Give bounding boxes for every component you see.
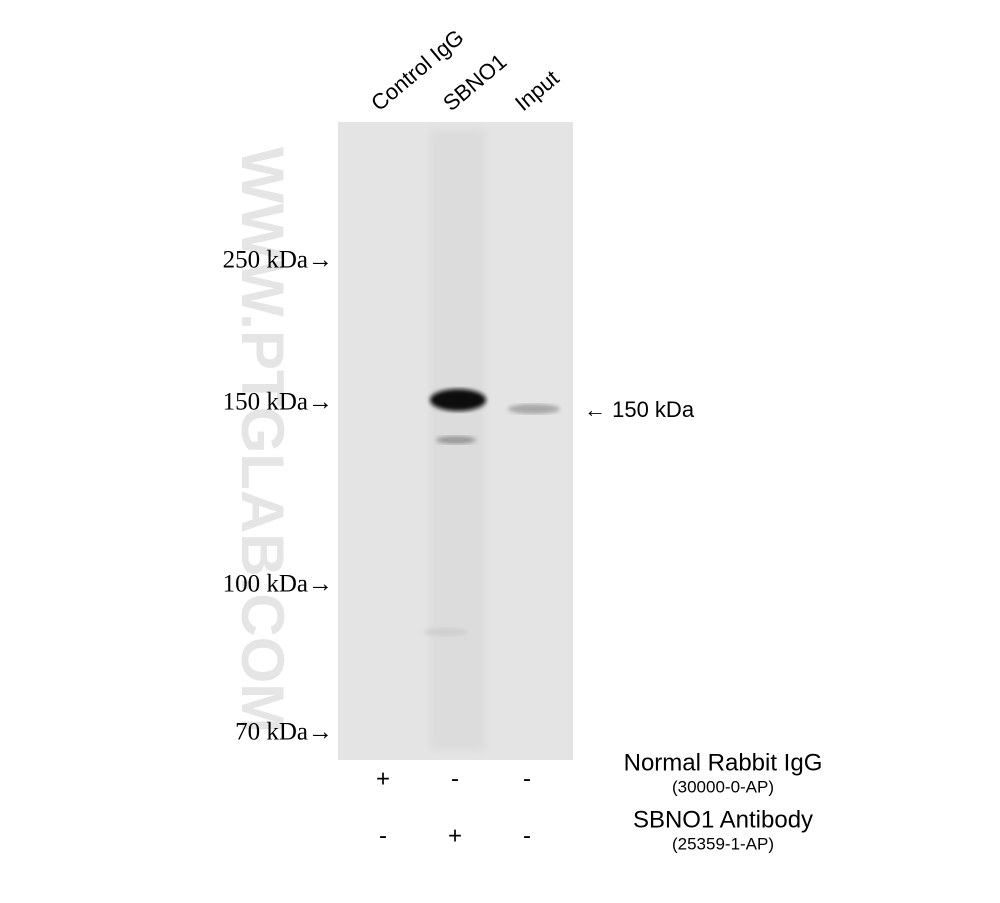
sign: - — [523, 822, 531, 849]
sign: - — [379, 822, 387, 849]
sign: - — [523, 765, 531, 792]
watermark: WWW.PTGLAB.COM — [229, 147, 296, 734]
marker-label: 70 kDa→ — [235, 719, 333, 746]
band-label: ← 150 kDa — [584, 397, 695, 422]
band — [436, 436, 476, 444]
treatment-catalog: (25359-1-AP) — [672, 834, 774, 853]
treatment-name: Normal Rabbit IgG — [624, 749, 823, 776]
band — [430, 389, 486, 411]
band — [424, 628, 468, 636]
sign: - — [451, 765, 459, 792]
sign: + — [448, 822, 462, 849]
treatment-catalog: (30000-0-AP) — [672, 777, 774, 796]
treatment-name: SBNO1 Antibody — [633, 806, 813, 833]
sign: + — [376, 765, 390, 792]
marker-label: 250 kDa→ — [223, 247, 333, 274]
band — [508, 404, 560, 414]
marker-label: 100 kDa→ — [223, 571, 333, 598]
marker-label: 150 kDa→ — [223, 389, 333, 416]
lane-label: Input — [510, 65, 564, 116]
